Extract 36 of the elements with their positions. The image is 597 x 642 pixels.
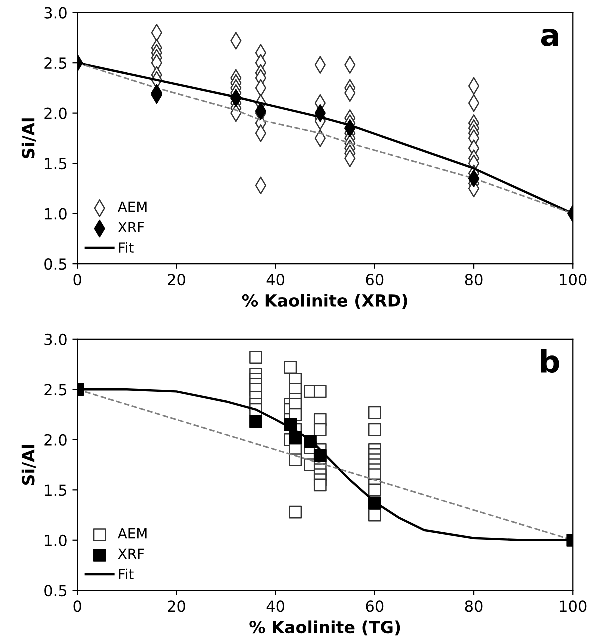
legend-label: Fit	[119, 242, 134, 253]
legend-label: Fit	[119, 568, 134, 580]
annotation: b	[541, 349, 560, 374]
y-tick-label: 2.5	[44, 58, 67, 70]
y-tick-label: 1.5	[45, 484, 67, 496]
x-tick-label: 80	[465, 600, 483, 612]
annotation: a	[541, 28, 558, 47]
x-tick-label: 80	[465, 274, 483, 286]
y-tick-label: 3.0	[44, 7, 67, 19]
legend-label: AEM	[118, 528, 147, 539]
x-axis-title: % Kaolinite (XRD)	[242, 294, 408, 309]
x-tick-label: 20	[168, 600, 186, 612]
x-tick-label: 0	[74, 274, 82, 286]
y-axis-title: Si/Al	[22, 445, 36, 486]
y-tick-label: 0.5	[44, 258, 67, 270]
x-tick-label: 60	[366, 274, 384, 286]
x-tick-label: 60	[366, 600, 384, 612]
y-tick-label: 0.5	[44, 585, 67, 597]
y-tick-label: 1.5	[45, 158, 67, 170]
y-axis-title: Si/Al	[22, 118, 36, 158]
y-tick-label: 2.0	[44, 108, 67, 120]
x-axis-title: % Kaolinite (TG)	[250, 620, 400, 636]
x-tick-label: 40	[266, 600, 285, 612]
x-tick-label: 40	[266, 274, 285, 286]
x-tick-label: 100	[560, 600, 587, 612]
y-tick-label: 1.0	[45, 534, 67, 546]
legend-label: AEM	[118, 202, 147, 212]
legend-label: XRF	[118, 548, 144, 560]
x-tick-label: 20	[168, 274, 186, 286]
x-tick-label: 0	[74, 600, 82, 612]
y-tick-label: 3.0	[44, 334, 67, 346]
y-tick-label: 2.0	[44, 434, 67, 446]
y-tick-label: 1.0	[45, 208, 67, 220]
legend-label: XRF	[118, 222, 144, 232]
x-tick-label: 100	[560, 274, 587, 286]
y-tick-label: 2.5	[44, 384, 67, 396]
